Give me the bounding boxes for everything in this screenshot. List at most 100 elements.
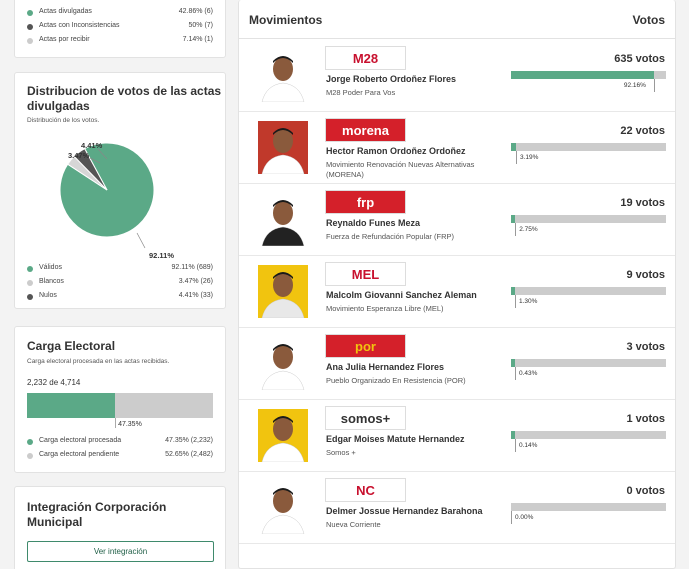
candidate-photo — [258, 49, 308, 102]
slice-label-blancos: 3.47% — [68, 151, 90, 160]
vote-share-bar — [511, 143, 666, 151]
legend-label: Carga electoral procesada — [39, 437, 122, 444]
legend-label: Actas con Inconsistencias — [39, 22, 120, 29]
party-logo: M28 — [325, 46, 406, 70]
ballot-status-legend-item: Actas divulgadas 42.86% (6) — [27, 7, 213, 19]
candidate-row[interactable]: por Ana Julia Hernandez Flores Pueblo Orga… — [239, 328, 675, 400]
candidate-votes: 22 votos — [620, 125, 665, 137]
candidate-photo — [258, 409, 308, 462]
person-silhouette-icon — [261, 344, 305, 390]
vote-share-bar — [511, 503, 666, 511]
distribution-pie-chart — [59, 142, 155, 249]
candidate-row[interactable]: somos+ Edgar Moises Matute Hernandez Somos… — [239, 400, 675, 472]
legend-dot-icon — [27, 280, 33, 286]
carga-progress-label: 47.35% — [118, 421, 142, 428]
legend-label: Actas divulgadas — [39, 8, 92, 15]
vote-share-tick — [515, 439, 516, 452]
candidate-row[interactable]: MEL Malcolm Giovanni Sanchez Aleman Movimi… — [239, 256, 675, 328]
candidate-name: Malcolm Giovanni Sanchez Aleman — [326, 290, 477, 300]
vote-share-bar — [511, 71, 666, 79]
legend-value: 50% (7) — [188, 22, 213, 29]
carga-progress-fill — [27, 393, 116, 418]
legend-label: Nulos — [39, 292, 57, 299]
candidate-row[interactable]: NC Delmer Jossue Hernandez Barahona Nueva … — [239, 472, 675, 544]
candidate-photo — [258, 265, 308, 318]
candidate-party: M28 Poder Para Vos — [326, 88, 396, 97]
pie-leader-line — [97, 148, 108, 160]
person-silhouette-icon — [261, 200, 305, 246]
party-logo: somos+ — [325, 406, 406, 430]
candidate-row[interactable]: M28 Jorge Roberto Ordoñez Flores M28 Poder… — [239, 40, 675, 112]
vote-share-tick — [653, 79, 655, 92]
slice-label-validos: 92.11% — [149, 251, 175, 260]
vote-share-label: 0.00% — [515, 514, 534, 521]
view-integration-button[interactable]: Ver integración — [27, 541, 214, 562]
vote-share-label: 2.75% — [519, 226, 538, 233]
person-silhouette-icon — [261, 56, 305, 102]
distribution-title: Distribucion de votos de las actas divul… — [27, 84, 222, 113]
legend-value: 47.35% (2,232) — [165, 437, 213, 444]
vote-share-label: 0.14% — [519, 442, 538, 449]
vote-share-fill — [511, 215, 516, 223]
candidate-photo — [258, 337, 308, 390]
candidate-name: Hector Ramon Ordoñez Ordoñez — [326, 146, 466, 156]
candidate-party: Movimiento Esperanza Libre (MEL) — [326, 304, 444, 313]
vote-share-tick — [515, 151, 517, 164]
candidate-party: Somos + — [326, 448, 356, 457]
carga-progress-bar — [27, 393, 213, 418]
carga-subtitle: Carga electoral procesada en las actas r… — [27, 358, 170, 365]
vote-share-bar — [511, 359, 666, 367]
candidate-votes: 3 votos — [626, 341, 665, 353]
party-logo: NC — [325, 478, 406, 502]
vote-distribution-card: Distribucion de votos de las actas divul… — [14, 72, 226, 309]
candidate-party: Fuerza de Refundación Popular (FRP) — [326, 232, 454, 241]
movements-title: Movimientos — [249, 13, 323, 27]
candidate-photo — [258, 481, 308, 534]
slice-label-nulos: 4.41% — [81, 141, 103, 150]
carga-progress-tick — [115, 418, 117, 428]
pie-leader-line — [136, 232, 146, 249]
legend-value: 4.41% (33) — [178, 292, 213, 299]
candidate-photo — [258, 121, 308, 174]
candidate-party: Nueva Corriente — [326, 520, 381, 529]
electoral-load-card: Carga Electoral Carga electoral procesad… — [14, 326, 226, 473]
party-logo: MEL — [325, 262, 406, 286]
candidate-name: Ana Julia Hernandez Flores — [326, 362, 445, 372]
legend-dot-icon — [27, 294, 33, 300]
vote-share-tick — [515, 295, 516, 308]
legend-label: Actas por recibir — [39, 36, 90, 43]
carga-counter: 2,232 de 4,714 — [27, 378, 81, 387]
legend-label: Carga electoral pendiente — [39, 451, 120, 458]
legend-dot-icon — [27, 10, 33, 16]
candidate-party: Movimiento Renovación Nuevas Alternativa… — [326, 160, 475, 179]
legend-dot-icon — [27, 24, 33, 30]
vote-share-tick — [515, 367, 516, 380]
distribution-legend-item: Blancos 3.47% (26) — [27, 277, 213, 289]
legend-value: 92.11% (689) — [171, 264, 213, 271]
candidate-votes: 635 votos — [614, 53, 665, 65]
legend-dot-icon — [27, 439, 33, 445]
candidate-row[interactable]: frp Reynaldo Funes Meza Fuerza de Refundac… — [239, 184, 675, 256]
pie-slice-nulos[interactable] — [73, 147, 108, 191]
vote-share-bar — [511, 431, 666, 439]
candidate-row[interactable]: morena Hector Ramon Ordoñez Ordoñez Movimi… — [239, 112, 675, 184]
pie-leader-line — [89, 157, 101, 164]
legend-label: Válidos — [39, 264, 62, 271]
carga-title: Carga Electoral — [27, 339, 116, 353]
legend-value: 42.86% (6) — [178, 8, 213, 15]
vote-share-label: 3.19% — [519, 154, 539, 161]
party-logo: por — [325, 334, 406, 358]
vote-share-fill — [511, 359, 515, 367]
candidate-votes: 0 votos — [626, 485, 665, 497]
candidate-name: Jorge Roberto Ordoñez Flores — [326, 74, 457, 84]
person-silhouette-icon — [261, 128, 305, 174]
candidate-photo — [258, 193, 308, 246]
vote-share-bar — [511, 287, 666, 295]
vote-share-label: 0.43% — [519, 370, 538, 377]
vote-share-label: 1.30% — [519, 298, 538, 305]
candidate-name: Reynaldo Funes Meza — [326, 218, 421, 228]
party-logo: frp — [325, 190, 406, 214]
vote-share-fill — [511, 287, 515, 295]
vote-share-label: 92.16% — [623, 82, 646, 89]
legend-dot-icon — [27, 266, 33, 272]
